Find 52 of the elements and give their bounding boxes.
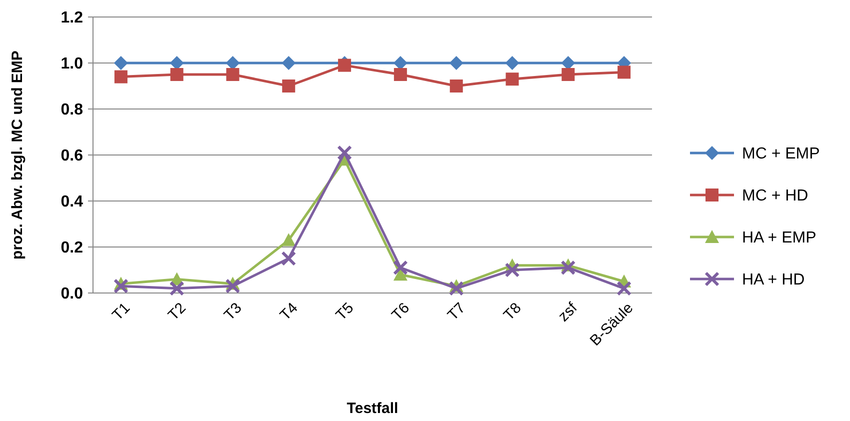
- point: [281, 251, 296, 266]
- point: [226, 68, 240, 81]
- point: [282, 80, 296, 92]
- point: [560, 260, 576, 276]
- point: [450, 80, 463, 92]
- point: [225, 278, 240, 294]
- x-tick-label: T6: [388, 300, 413, 324]
- x-tick-label: zsf: [555, 298, 582, 326]
- point: [393, 56, 408, 70]
- legend-label: HA + HD: [742, 272, 805, 289]
- point: [170, 68, 184, 81]
- point: [616, 280, 632, 296]
- x-tick-label: T1: [109, 300, 134, 324]
- point: [114, 70, 128, 84]
- point: [618, 66, 631, 79]
- legend-label: HA + EMP: [742, 230, 816, 247]
- point: [448, 280, 464, 296]
- x-tick-label: T3: [220, 300, 246, 324]
- x-axis-title: Testfall: [346, 400, 398, 417]
- legend-label: MC + HD: [742, 188, 808, 205]
- point: [282, 56, 296, 70]
- x-tick-label: T8: [500, 300, 525, 324]
- point: [226, 56, 240, 70]
- y-tick-label: 0.0: [60, 286, 84, 303]
- point: [282, 233, 296, 246]
- point: [505, 56, 520, 70]
- y-tick-label: 1.2: [60, 10, 84, 27]
- x-tick-label: T7: [444, 300, 469, 324]
- x-tick-label: T4: [276, 300, 302, 324]
- point: [337, 145, 352, 160]
- y-tick-label: 1.0: [60, 56, 84, 73]
- point: [562, 68, 575, 81]
- point: [504, 262, 520, 278]
- y-axis-title: proz. Abw. bzgl. MC und EMP: [9, 50, 26, 260]
- point: [394, 68, 407, 81]
- point: [338, 58, 352, 72]
- point: [392, 260, 408, 276]
- point: [506, 72, 519, 86]
- point: [449, 56, 464, 70]
- y-tick-label: 0.8: [60, 102, 84, 119]
- x-tick-label: T2: [164, 300, 190, 324]
- y-tick-label: 0.2: [60, 240, 84, 257]
- point: [113, 278, 128, 294]
- point: [393, 268, 408, 281]
- point: [561, 56, 576, 70]
- y-tick-label: 0.6: [60, 148, 84, 165]
- point: [114, 56, 128, 70]
- y-tick-label: 0.4: [60, 194, 84, 211]
- x-tick-label: T5: [332, 300, 358, 324]
- point: [169, 280, 184, 296]
- point: [170, 56, 184, 70]
- legend-label: MC + EMP: [742, 146, 820, 163]
